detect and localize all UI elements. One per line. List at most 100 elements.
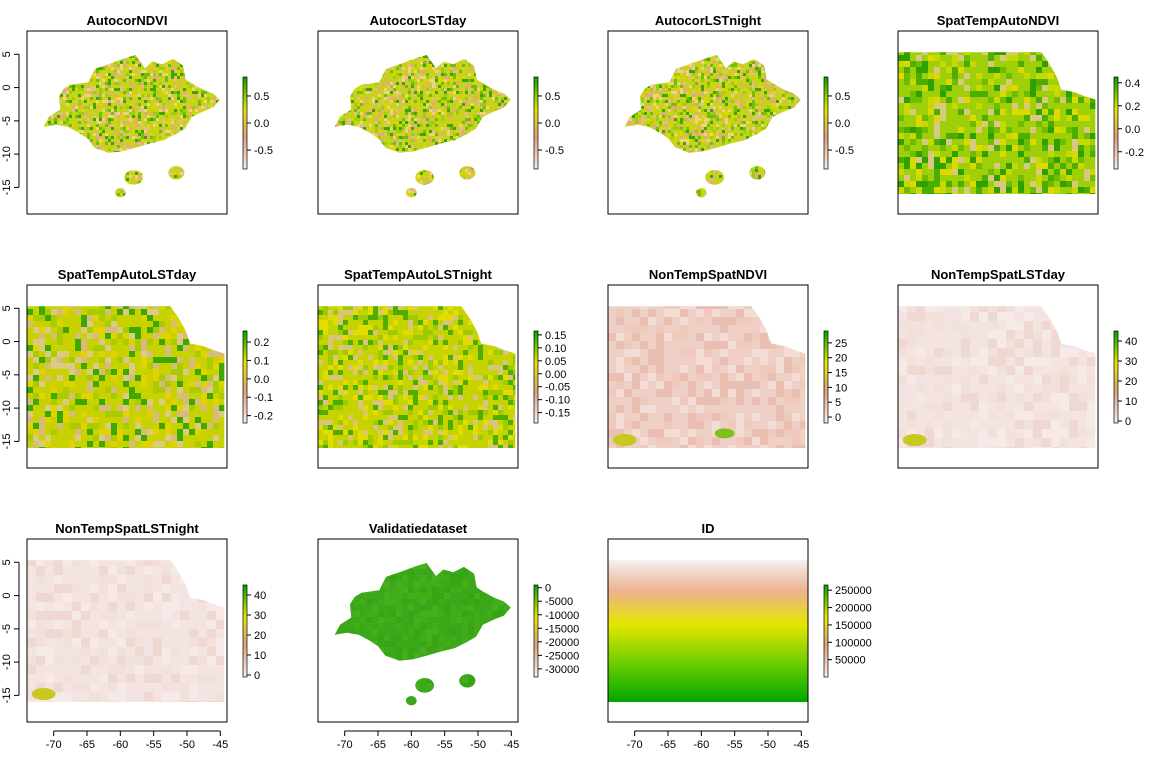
- legend-label: 0: [545, 583, 551, 595]
- plot-frame: [897, 30, 1099, 215]
- raster-7: [608, 306, 806, 448]
- legend: -0.5 0.0 0.5: [823, 76, 854, 170]
- plot-frame: [317, 30, 519, 215]
- legend-label: -0.2: [1125, 147, 1144, 159]
- x-tick-label: -60: [112, 739, 128, 751]
- y-tick-label: -5: [1, 624, 13, 634]
- panel-title: AutocorLSTnight: [655, 13, 762, 28]
- legend-label: 200000: [835, 603, 872, 615]
- legend-label: 0.0: [1125, 124, 1140, 136]
- legend-label: 0.5: [254, 91, 269, 103]
- legend-label: 20: [1125, 376, 1137, 388]
- legend-label: 0.0: [835, 118, 850, 130]
- x-tick-label: -55: [146, 739, 162, 751]
- y-tick-label: -10: [1, 400, 13, 416]
- legend-label: -5000: [545, 596, 573, 608]
- panel-title: AutocorNDVI: [87, 13, 168, 28]
- y-tick-label: -10: [1, 146, 13, 162]
- x-tick-label: -50: [760, 739, 776, 751]
- x-tick-label: -45: [212, 739, 228, 751]
- plot-frame: [607, 30, 809, 215]
- legend-label: 10: [1125, 396, 1137, 408]
- legend-label: 50000: [835, 655, 866, 667]
- legend-label: -0.5: [254, 145, 273, 157]
- legend-label: 0.2: [1125, 101, 1140, 113]
- legend-label: 0.0: [545, 118, 560, 130]
- legend-label: -0.10: [545, 395, 570, 407]
- legend-colorbar: [242, 76, 248, 170]
- legend: 0 5 10 15 20 25: [823, 330, 847, 424]
- panel-title: Validatiedataset: [369, 521, 468, 536]
- raster-8: [898, 306, 1096, 448]
- x-tick-label: -65: [370, 739, 386, 751]
- legend-label: 0: [835, 412, 841, 424]
- legend-colorbar: [823, 330, 829, 424]
- legend-label: 150000: [835, 620, 872, 632]
- x-tick-label: -70: [627, 739, 643, 751]
- y-tick-label: -10: [1, 654, 13, 670]
- legend: -0.5 0.0 0.5: [242, 76, 273, 170]
- legend: -0.2 0.0 0.2 0.4: [1113, 76, 1144, 170]
- legend-colorbar: [242, 584, 248, 678]
- y-tick-label: -5: [1, 370, 13, 380]
- x-tick-label: -65: [660, 739, 676, 751]
- plot-frame: [26, 30, 228, 215]
- legend-colorbar: [823, 584, 829, 678]
- legend-label: -15000: [545, 623, 579, 635]
- legend-label: 0: [254, 670, 260, 682]
- x-tick-label: -45: [503, 739, 519, 751]
- legend-label: -0.05: [545, 382, 570, 394]
- legend: -0.2 -0.1 0.0 0.1 0.2: [242, 330, 273, 424]
- raster-6: [318, 306, 516, 448]
- legend-label: 0.15: [545, 330, 566, 342]
- plot-frame: [897, 284, 1099, 469]
- y-tick-label: -15: [1, 179, 13, 195]
- legend-label: 5: [835, 397, 841, 409]
- raster-3: [624, 55, 801, 198]
- panel-title: NonTempSpatLSTnight: [55, 521, 199, 536]
- legend-label: 40: [1125, 336, 1137, 348]
- legend-label: 0.10: [545, 343, 566, 355]
- legend: 0-5000 -10000-15000 -20000-25000 -30000: [533, 583, 579, 678]
- legend-colorbar: [1113, 76, 1119, 170]
- legend-label: 0.2: [254, 337, 269, 349]
- raster-5: [27, 306, 225, 448]
- legend-label: -25000: [545, 650, 579, 662]
- legend-label: 25: [835, 338, 847, 350]
- y-tick-label: 0: [1, 593, 13, 599]
- y-tick-label: 0: [1, 339, 13, 345]
- panel-title: NonTempSpatLSTday: [931, 267, 1066, 282]
- legend-label: -0.2: [254, 411, 273, 423]
- legend-label: -0.5: [545, 145, 564, 157]
- legend-label: 10: [835, 382, 847, 394]
- legend-label: -0.5: [835, 145, 854, 157]
- legend-label: 100000: [835, 637, 872, 649]
- legend-colorbar: [823, 76, 829, 170]
- legend: -0.5 0.0 0.5: [533, 76, 564, 170]
- legend-colorbar: [242, 330, 248, 424]
- panel-title: SpatTempAutoLSTday: [58, 267, 197, 282]
- x-tick-label: -70: [46, 739, 62, 751]
- legend-label: 0.4: [1125, 78, 1140, 90]
- legend-colorbar: [533, 584, 539, 678]
- legend-label: 0.05: [545, 356, 566, 368]
- plot-frame: [317, 538, 519, 723]
- panel-title: SpatTempAutoNDVI: [937, 13, 1060, 28]
- legend: -0.15-0.10-0.050.000.050.100.15: [533, 330, 570, 424]
- panel-title: ID: [702, 521, 715, 536]
- panel-title: SpatTempAutoLSTnight: [344, 267, 492, 282]
- x-tick-label: -50: [179, 739, 195, 751]
- legend-label: 0.1: [254, 355, 269, 367]
- x-tick-label: -55: [437, 739, 453, 751]
- y-tick-label: 5: [1, 51, 13, 57]
- legend-label: 0.0: [254, 374, 269, 386]
- legend-label: 15: [835, 368, 847, 380]
- plot-frame: [607, 538, 809, 723]
- legend-label: 10: [254, 650, 266, 662]
- legend-colorbar: [533, 330, 539, 424]
- legend-colorbar: [533, 76, 539, 170]
- plot-frame: [26, 538, 228, 723]
- legend-label: 30: [254, 610, 266, 622]
- x-tick-label: -60: [693, 739, 709, 751]
